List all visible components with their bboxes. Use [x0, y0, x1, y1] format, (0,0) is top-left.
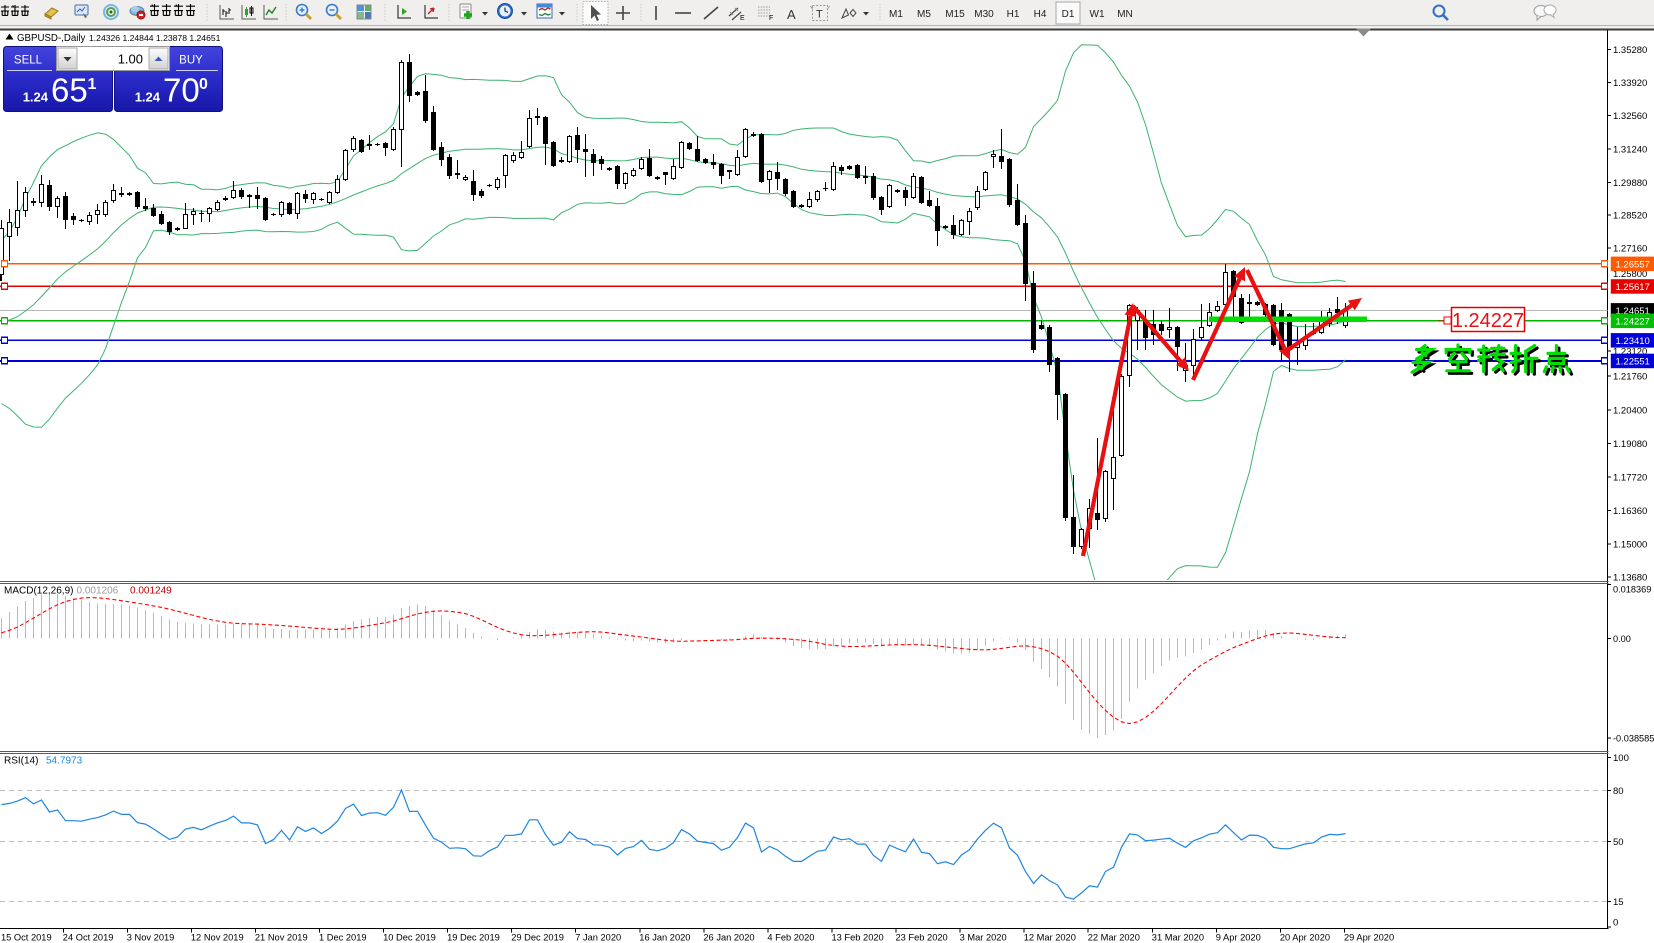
svg-text:1.23410: 1.23410 — [1616, 336, 1650, 347]
svg-text:1.17720: 1.17720 — [1613, 472, 1647, 483]
svg-text:21 Nov 2019: 21 Nov 2019 — [255, 933, 308, 943]
svg-text:M1: M1 — [889, 9, 903, 20]
svg-text:0.018369: 0.018369 — [1613, 584, 1651, 594]
svg-text:1.15000: 1.15000 — [1613, 539, 1647, 550]
svg-text:1.25800: 1.25800 — [1613, 269, 1647, 280]
svg-text:D1: D1 — [1062, 9, 1075, 20]
svg-text:31 Mar 2020: 31 Mar 2020 — [1152, 933, 1204, 943]
svg-text:13 Feb 2020: 13 Feb 2020 — [832, 933, 884, 943]
svg-text:65: 65 — [51, 72, 88, 109]
svg-text:1.19080: 1.19080 — [1613, 439, 1647, 450]
svg-text:12 Mar 2020: 12 Mar 2020 — [1024, 933, 1076, 943]
svg-text:0: 0 — [1613, 918, 1618, 929]
svg-text:1.28520: 1.28520 — [1613, 211, 1647, 222]
svg-text:0.001206: 0.001206 — [77, 586, 119, 597]
svg-text:H4: H4 — [1034, 9, 1047, 20]
svg-text:16 Jan 2020: 16 Jan 2020 — [639, 933, 690, 943]
svg-text:F: F — [769, 15, 773, 22]
svg-text:3 Nov 2019: 3 Nov 2019 — [127, 933, 175, 943]
svg-text:24 Oct 2019: 24 Oct 2019 — [63, 933, 114, 943]
svg-text:22 Mar 2020: 22 Mar 2020 — [1088, 933, 1140, 943]
svg-text:1.20400: 1.20400 — [1613, 405, 1647, 416]
svg-text:1.13680: 1.13680 — [1613, 573, 1647, 584]
svg-text:100: 100 — [1613, 753, 1629, 764]
svg-text:9 Apr 2020: 9 Apr 2020 — [1216, 933, 1261, 943]
svg-text:1.26557: 1.26557 — [1616, 259, 1650, 270]
svg-text:1.24227: 1.24227 — [1452, 310, 1524, 332]
svg-text:M15: M15 — [945, 9, 965, 20]
svg-text:SELL: SELL — [14, 55, 43, 67]
svg-text:0: 0 — [199, 76, 208, 93]
svg-text:1.24326 1.24844 1.23878 1.2465: 1.24326 1.24844 1.23878 1.24651 — [89, 33, 221, 43]
svg-text:12 Nov 2019: 12 Nov 2019 — [191, 933, 244, 943]
svg-text:15: 15 — [1613, 897, 1624, 908]
svg-text:MN: MN — [1117, 9, 1133, 20]
svg-text:M5: M5 — [917, 9, 931, 20]
svg-text:1.23120: 1.23120 — [1613, 346, 1647, 357]
svg-text:BUY: BUY — [179, 55, 203, 67]
svg-text:29 Apr 2020: 29 Apr 2020 — [1344, 933, 1394, 943]
svg-text:1.31240: 1.31240 — [1613, 145, 1647, 156]
svg-text:29 Dec 2019: 29 Dec 2019 — [511, 933, 564, 943]
svg-text:1.29880: 1.29880 — [1613, 178, 1647, 189]
svg-text:7 Jan 2020: 7 Jan 2020 — [575, 933, 621, 943]
svg-text:1 Dec 2019: 1 Dec 2019 — [319, 933, 367, 943]
svg-text:1.00: 1.00 — [118, 52, 143, 67]
svg-text:T: T — [816, 9, 823, 21]
svg-text:-0.038585: -0.038585 — [1613, 733, 1654, 743]
svg-text:1.24227: 1.24227 — [1616, 316, 1650, 327]
svg-text:1.32560: 1.32560 — [1613, 111, 1647, 122]
svg-text:0.00: 0.00 — [1613, 634, 1631, 644]
svg-text:0.001249: 0.001249 — [130, 586, 172, 597]
svg-text:W1: W1 — [1090, 9, 1105, 20]
svg-text:19 Dec 2019: 19 Dec 2019 — [447, 933, 500, 943]
svg-text:RSI(14): RSI(14) — [4, 756, 38, 767]
svg-text:1.16360: 1.16360 — [1613, 506, 1647, 517]
svg-text:50: 50 — [1613, 837, 1624, 848]
svg-text:10 Dec 2019: 10 Dec 2019 — [383, 933, 436, 943]
svg-text:1.25617: 1.25617 — [1616, 282, 1650, 293]
svg-text:A: A — [787, 7, 796, 22]
svg-text:1.24: 1.24 — [23, 90, 49, 105]
svg-text:1.22551: 1.22551 — [1616, 356, 1650, 367]
svg-text:1.27160: 1.27160 — [1613, 243, 1647, 254]
svg-text:1.24651: 1.24651 — [1616, 306, 1650, 317]
svg-text:26 Jan 2020: 26 Jan 2020 — [703, 933, 754, 943]
svg-text:15 Oct 2019: 15 Oct 2019 — [1, 933, 52, 943]
svg-text:GBPUSD-,Daily: GBPUSD-,Daily — [17, 33, 86, 44]
svg-text:54.7973: 54.7973 — [46, 756, 83, 767]
svg-text:H1: H1 — [1007, 9, 1020, 20]
svg-text:1.35280: 1.35280 — [1613, 45, 1647, 56]
svg-text:3 Mar 2020: 3 Mar 2020 — [960, 933, 1007, 943]
svg-text:4 Feb 2020: 4 Feb 2020 — [767, 933, 814, 943]
svg-text:80: 80 — [1613, 786, 1624, 797]
svg-text:1.21760: 1.21760 — [1613, 372, 1647, 383]
svg-text:M30: M30 — [974, 9, 994, 20]
svg-text:20 Apr 2020: 20 Apr 2020 — [1280, 933, 1330, 943]
svg-text:1: 1 — [88, 76, 97, 93]
svg-text:1.33920: 1.33920 — [1613, 78, 1647, 89]
svg-text:1.24: 1.24 — [135, 90, 161, 105]
svg-text:MACD(12,26,9): MACD(12,26,9) — [4, 586, 73, 597]
svg-text:23 Feb 2020: 23 Feb 2020 — [896, 933, 948, 943]
svg-text:E: E — [740, 15, 745, 22]
svg-text:70: 70 — [163, 72, 200, 109]
